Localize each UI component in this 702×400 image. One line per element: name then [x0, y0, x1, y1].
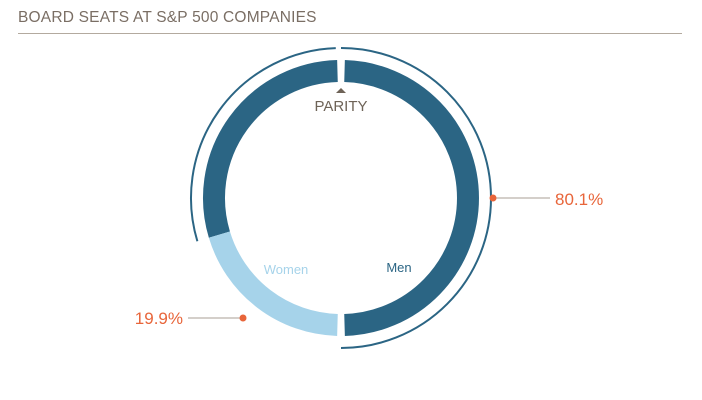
callout-men-dot [489, 194, 497, 202]
callout-women-dot [239, 314, 247, 322]
outer-arc-men [190, 47, 336, 242]
parity-label: PARITY [314, 98, 367, 115]
donut-segment-men [203, 60, 338, 238]
title-divider [18, 33, 682, 34]
parity-marker-icon [336, 88, 346, 93]
donut-segment-women [208, 231, 339, 336]
callout-men-value: 80.1% [555, 190, 603, 209]
callout-women-value: 19.9% [135, 309, 183, 328]
chart-title: BOARD SEATS AT S&P 500 COMPANIES [18, 9, 317, 26]
donut-segment-men [344, 60, 479, 336]
category-label-women: Women [264, 262, 309, 277]
category-label-men: Men [386, 260, 411, 275]
